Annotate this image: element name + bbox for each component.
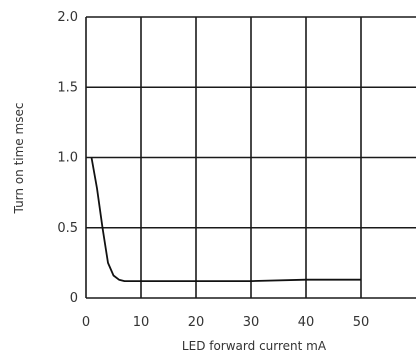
y-tick-label-2: 1.0 [57,151,78,166]
y-tick-labels: 0 0.5 1.0 1.5 2.0 [57,10,78,306]
x-tick-label-0: 0 [82,315,90,330]
y-tick-label-1: 0.5 [57,221,78,236]
x-tick-label-1: 10 [133,315,150,330]
y-tick-label-0: 0 [70,291,78,306]
series-line-0 [90,157,361,282]
y-tick-label-3: 1.5 [57,80,78,95]
x-tick-label-4: 40 [298,315,315,330]
y-tick-label-4: 2.0 [57,10,78,25]
chart-grid [85,16,416,299]
x-axis-label: LED forward current mA [182,339,327,353]
x-tick-labels: 0 10 20 30 40 50 [82,315,369,330]
x-tick-label-3: 30 [243,315,260,330]
x-tick-label-2: 20 [188,315,205,330]
series-layer [90,157,361,282]
y-axis-label: Turn on time msec [12,103,26,215]
x-tick-label-5: 50 [353,315,370,330]
